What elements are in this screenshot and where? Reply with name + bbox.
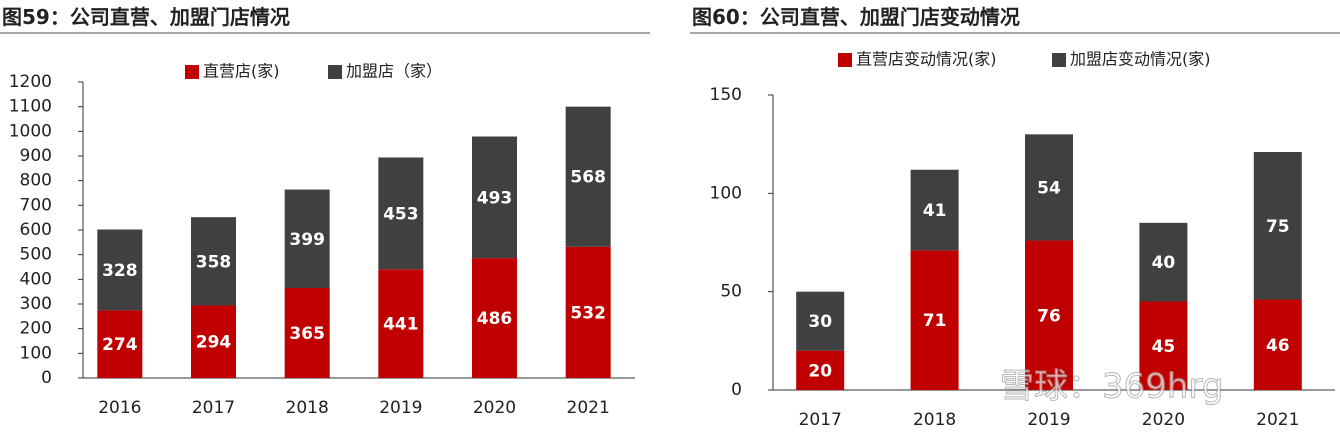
y-tick-label: 300	[20, 294, 52, 314]
data-label: 358	[196, 252, 232, 272]
x-tick-label: 2018	[913, 410, 956, 430]
legend-label: 直营店(家)	[203, 62, 280, 81]
data-label: 40	[1152, 253, 1176, 273]
legend-swatch	[838, 53, 852, 67]
bar-segment	[910, 169, 959, 251]
data-label: 71	[923, 311, 947, 331]
bar-segment	[1139, 222, 1188, 302]
y-tick-label: 0	[41, 368, 52, 388]
y-tick-label: 900	[20, 146, 52, 166]
chart-title: 图59：公司直营、加盟门店情况	[2, 5, 290, 29]
bar-segment	[565, 106, 611, 247]
legend-swatch	[185, 65, 199, 79]
legend-swatch	[1052, 53, 1066, 67]
bar-segment	[472, 258, 517, 378]
x-tick-label: 2018	[286, 398, 329, 418]
data-label: 486	[477, 309, 513, 329]
bar-segment	[97, 229, 143, 311]
y-tick-label: 800	[20, 171, 52, 191]
x-tick-label: 2017	[192, 398, 235, 418]
data-label: 532	[570, 303, 606, 323]
bar-segment	[1139, 301, 1188, 390]
data-label: 294	[196, 333, 232, 353]
bar-segment	[1025, 240, 1073, 390]
bar-segment	[191, 217, 236, 306]
legend-label: 直营店变动情况(家)	[856, 50, 997, 69]
data-label: 399	[289, 230, 325, 250]
data-label: 41	[923, 201, 947, 221]
bar-segment	[378, 269, 424, 378]
bar-segment	[796, 350, 845, 390]
data-label: 76	[1037, 306, 1061, 326]
bar-segment	[1253, 152, 1302, 300]
bar-segment	[284, 189, 330, 288]
bar-segment	[1025, 134, 1073, 241]
y-tick-label: 700	[20, 195, 52, 215]
x-tick-label: 2019	[379, 398, 422, 418]
x-tick-label: 2020	[473, 398, 516, 418]
bar-segment	[1253, 299, 1302, 390]
y-tick-label: 50	[720, 282, 742, 302]
x-tick-label: 2019	[1027, 410, 1070, 430]
y-tick-label: 100	[20, 343, 52, 363]
y-tick-label: 0	[731, 380, 742, 400]
legend-label: 加盟店（家）	[346, 62, 442, 81]
x-tick-label: 2021	[567, 398, 610, 418]
bar-segment	[796, 291, 845, 351]
x-tick-label: 2020	[1142, 410, 1185, 430]
data-label: 46	[1266, 336, 1290, 356]
watermark: 雪球：369hrg	[1000, 367, 1223, 407]
y-tick-label: 600	[20, 220, 52, 240]
data-label: 45	[1152, 337, 1176, 357]
bar-segment	[565, 246, 611, 378]
data-label: 75	[1266, 217, 1290, 237]
y-tick-label: 1000	[9, 121, 52, 141]
legend-label: 加盟店变动情况(家)	[1070, 50, 1211, 69]
y-tick-label: 500	[20, 245, 52, 265]
data-label: 493	[477, 188, 513, 208]
data-label: 54	[1037, 178, 1061, 198]
bar-segment	[97, 310, 143, 378]
y-tick-label: 1100	[9, 97, 52, 117]
y-tick-label: 200	[20, 319, 52, 339]
data-label: 20	[808, 361, 832, 381]
bar-segment	[910, 250, 959, 390]
x-tick-label: 2016	[98, 398, 141, 418]
data-label: 30	[808, 312, 832, 332]
y-tick-label: 1200	[9, 72, 52, 92]
bar-segment	[284, 287, 330, 378]
data-label: 274	[102, 335, 138, 355]
x-tick-label: 2017	[799, 410, 842, 430]
data-label: 441	[383, 315, 419, 335]
legend-swatch	[328, 65, 342, 79]
data-label: 568	[570, 168, 606, 188]
data-label: 453	[383, 204, 419, 224]
data-label: 328	[102, 261, 138, 281]
y-tick-label: 150	[710, 85, 742, 105]
bar-segment	[191, 305, 236, 378]
data-label: 365	[289, 324, 325, 344]
chart-title: 图60：公司直营、加盟门店变动情况	[692, 5, 1020, 29]
bar-segment	[378, 157, 424, 270]
y-tick-label: 100	[710, 183, 742, 203]
y-tick-label: 400	[20, 269, 52, 289]
bar-segment	[472, 136, 517, 259]
x-tick-label: 2021	[1256, 410, 1299, 430]
